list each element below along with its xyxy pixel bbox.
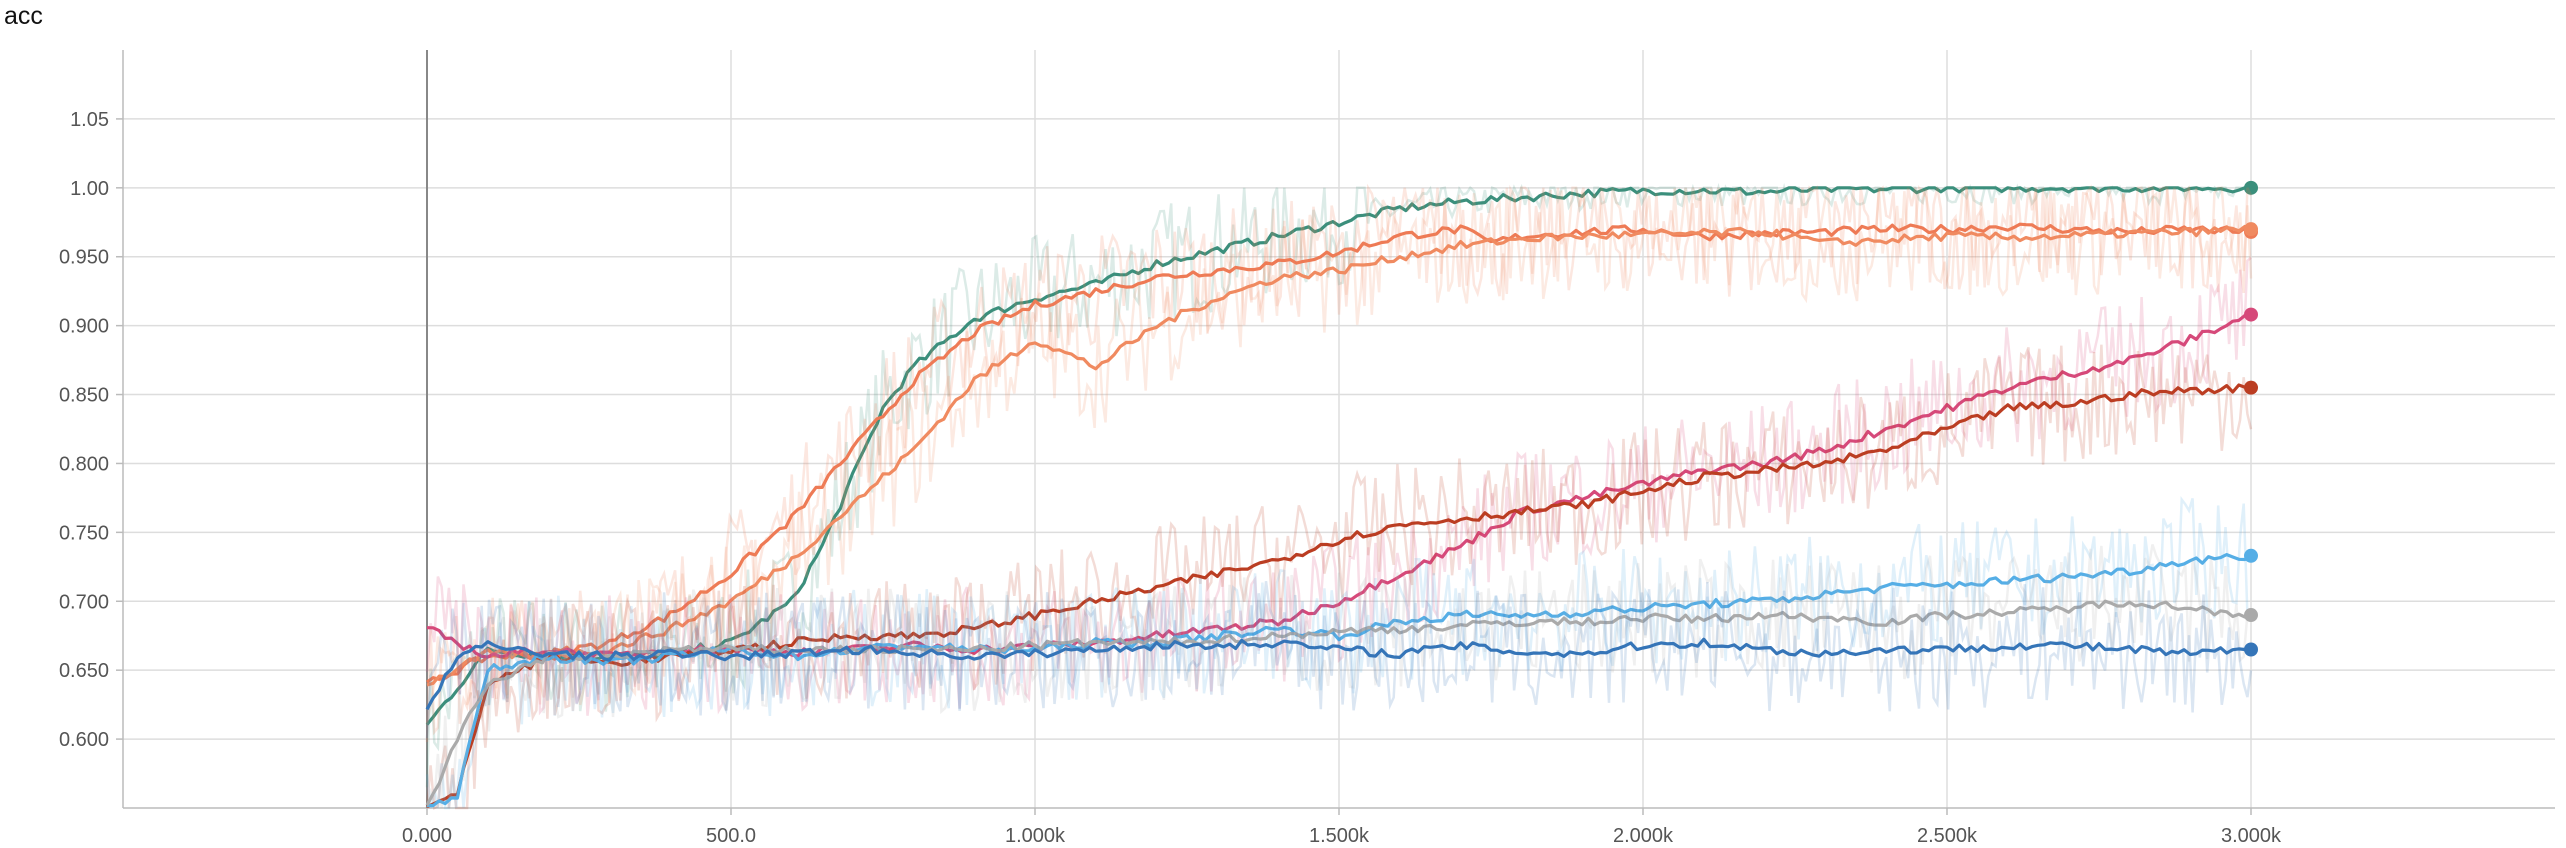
series-end-point: [2244, 548, 2258, 563]
series-raw-line: [425, 183, 2253, 743]
y-tick-label: 0.600: [59, 729, 109, 751]
x-tick-label: 1.500k: [1309, 825, 1370, 847]
series-raw-line: [425, 182, 2253, 788]
series-raw-line: [425, 581, 2253, 739]
x-tick-label: 2.000k: [1613, 825, 1674, 847]
series-end-point: [2244, 380, 2258, 395]
series-end-point: [2244, 307, 2258, 322]
series-end-point: [2244, 642, 2258, 657]
x-tick-label: 1.000k: [1005, 825, 1066, 847]
y-tick-label: 0.750: [59, 522, 109, 544]
y-tick-label: 0.800: [59, 453, 109, 475]
series-raw-line: [425, 344, 2253, 810]
series-end-point: [2244, 222, 2258, 237]
y-tick-label: 1.00: [70, 178, 109, 200]
series-line: [426, 222, 2252, 684]
series-end-point: [2244, 180, 2258, 195]
chart-title: acc: [4, 2, 43, 30]
series-line: [426, 224, 2252, 687]
y-tick-label: 0.950: [59, 247, 109, 269]
y-tick-label: 0.850: [59, 385, 109, 407]
series-layer: [425, 180, 2258, 810]
y-tick-label: 1.05: [70, 109, 109, 131]
series-line: [426, 383, 2252, 809]
y-tick-label: 0.900: [59, 316, 109, 338]
series-raw-line: [425, 184, 2253, 725]
series-line: [425, 599, 2252, 806]
tick-labels: 0.600 0.650 0.700 0.750 0.800 0.850 0.900 0.950…: [59, 109, 2282, 847]
x-tick-label: 0.000: [402, 825, 452, 847]
x-tick-label: 3.000k: [2221, 825, 2282, 847]
series-line: [425, 186, 2251, 726]
axes: [116, 50, 2555, 815]
y-tick-label: 0.700: [59, 591, 109, 613]
series-end-point: [2244, 608, 2258, 623]
x-tick-label: 2.500k: [1917, 825, 1978, 847]
y-tick-label: 0.650: [59, 660, 109, 682]
series-line: [425, 637, 2252, 711]
x-tick-label: 500.0: [706, 825, 756, 847]
